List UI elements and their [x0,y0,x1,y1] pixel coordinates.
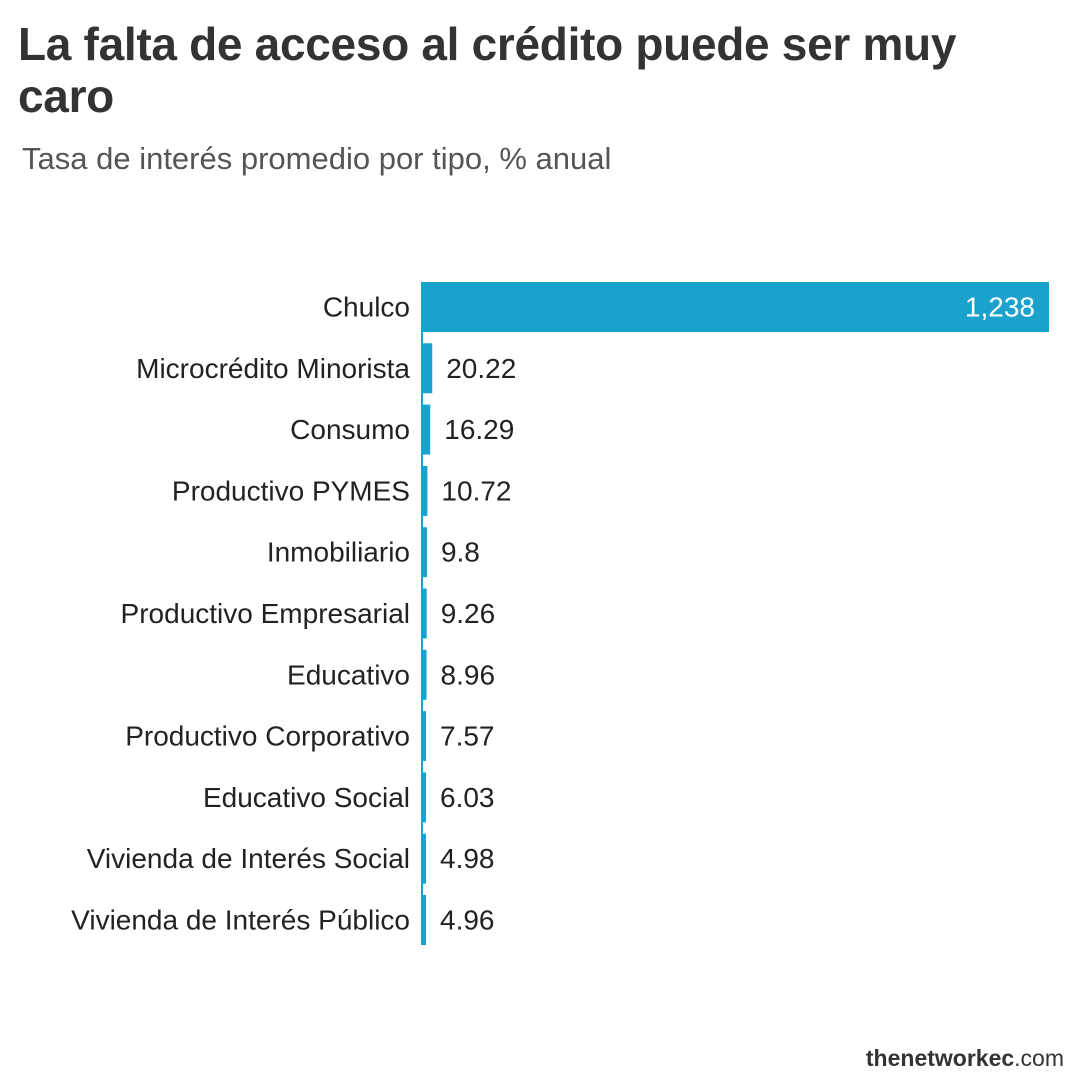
value-label: 9.8 [441,537,480,568]
value-label: 10.72 [441,475,511,506]
value-label: 6.03 [440,782,495,813]
value-label: 8.96 [441,659,496,690]
brand-footer: thenetworkec.com [866,1045,1064,1072]
value-label: 20.22 [446,353,516,384]
category-label: Educativo Social [203,782,410,813]
bar [422,833,426,884]
category-label: Chulco [323,292,410,323]
brand-suffix: .com [1014,1045,1064,1071]
chart-subtitle: Tasa de interés promedio por tipo, % anu… [22,141,612,176]
value-label: 1,238 [965,292,1035,323]
bar [422,404,431,455]
category-label: Educativo [287,659,410,690]
category-label: Consumo [290,414,410,445]
bar [422,527,427,578]
category-label: Productivo Corporativo [125,721,410,752]
category-label: Productivo Empresarial [121,598,410,629]
value-label: 9.26 [441,598,496,629]
category-label: Productivo PYMES [172,475,410,506]
bar [422,588,427,639]
category-label: Vivienda de Interés Público [71,905,410,936]
category-label: Inmobiliario [267,537,410,568]
bar [422,465,428,516]
value-label: 7.57 [440,721,495,752]
bar [422,895,426,945]
bar [422,649,427,700]
bar [422,711,426,762]
bar-chart: Chulco 1,238 Microcrédito Minorista 20.22 Co… [71,282,1049,945]
value-label: 4.96 [440,905,495,936]
value-label: 16.29 [444,414,514,445]
category-label: Microcrédito Minorista [136,353,410,384]
value-label: 4.98 [440,843,495,874]
chart-title: La falta de acceso al crédito puede ser … [18,18,957,122]
category-label: Vivienda de Interés Social [87,843,410,874]
bar [422,343,433,394]
brand-name: thenetworkec [865,1045,1015,1071]
bar [422,772,426,823]
bar [422,282,1049,332]
